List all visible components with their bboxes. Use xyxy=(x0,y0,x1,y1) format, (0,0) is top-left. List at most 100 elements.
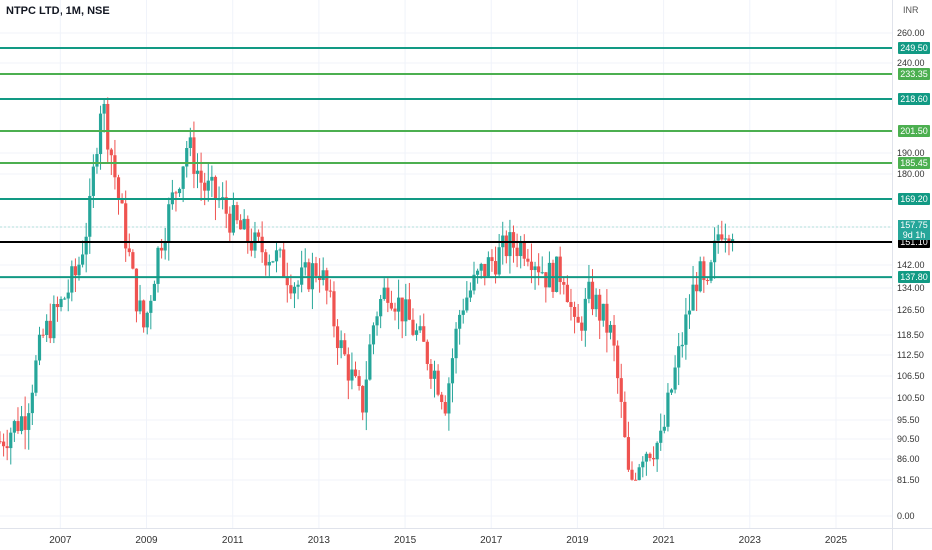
candle-body xyxy=(12,421,16,433)
candle-body xyxy=(468,290,473,298)
candle-body xyxy=(723,238,727,240)
candle-body xyxy=(529,261,534,271)
candle-body xyxy=(264,252,268,266)
candle-body xyxy=(23,416,27,430)
candle-body xyxy=(116,177,121,199)
candle-body xyxy=(479,263,483,271)
candle-body xyxy=(134,268,139,312)
candle-body xyxy=(651,457,656,460)
candle-body xyxy=(623,401,627,438)
candle-body xyxy=(52,303,56,339)
candle-body xyxy=(612,324,616,346)
candle-body xyxy=(713,240,717,263)
candle-body xyxy=(386,287,390,303)
candle-body xyxy=(608,324,613,333)
candle-body xyxy=(407,299,411,320)
candle-body xyxy=(644,453,648,462)
candle-body xyxy=(540,272,544,274)
candle-body xyxy=(203,182,207,191)
candle-body xyxy=(278,249,282,251)
candle-body xyxy=(260,236,264,253)
candle-body xyxy=(16,421,20,432)
candle-body xyxy=(181,166,185,189)
level-tag: 233.35 xyxy=(898,68,930,80)
candle-body xyxy=(583,298,587,331)
y-tick-label: 126.50 xyxy=(897,305,925,315)
candle-body xyxy=(680,344,684,347)
candle-body xyxy=(709,262,713,281)
candle-body xyxy=(267,261,271,266)
y-tick-label: 81.50 xyxy=(897,475,920,485)
x-tick-label: 2021 xyxy=(652,535,675,546)
candle-body xyxy=(238,220,243,230)
candle-body xyxy=(458,314,462,329)
candle-body xyxy=(353,369,358,377)
candle-body xyxy=(321,270,325,281)
candle-body xyxy=(30,392,34,414)
candle-body xyxy=(328,290,332,292)
x-tick-label: 2013 xyxy=(307,535,330,546)
candle-body xyxy=(34,360,38,393)
candle-body xyxy=(73,266,78,276)
candle-body xyxy=(404,299,408,322)
candle-body xyxy=(109,149,113,156)
candle-body xyxy=(511,232,516,248)
candle-body xyxy=(440,394,444,402)
candle-body xyxy=(684,314,688,345)
candle-body xyxy=(662,426,666,431)
candle-body xyxy=(594,294,598,310)
y-tick-label: 86.00 xyxy=(897,454,920,464)
candle-body xyxy=(19,416,24,432)
candle-body xyxy=(98,113,103,155)
candle-body xyxy=(641,461,645,468)
candle-body xyxy=(106,103,110,150)
candle-body xyxy=(432,370,437,379)
candle-body xyxy=(9,432,13,449)
y-tick-label: 106.50 xyxy=(897,371,925,381)
candle-body xyxy=(576,316,580,323)
candle-body xyxy=(127,248,131,253)
candle-body xyxy=(185,148,189,167)
candle-body xyxy=(677,346,681,368)
horizontal-levels[interactable] xyxy=(0,47,892,279)
candle-body xyxy=(199,170,203,183)
candle-body xyxy=(666,392,670,427)
candle-body xyxy=(350,369,354,381)
candle-body xyxy=(188,137,192,149)
candle-body xyxy=(508,232,512,257)
candle-body xyxy=(95,154,99,167)
candle-body xyxy=(163,241,167,251)
candle-body xyxy=(325,270,329,291)
candle-body xyxy=(483,263,487,277)
candle-body xyxy=(174,192,178,194)
candle-body xyxy=(558,256,562,283)
current-price-value: 157.75 xyxy=(900,220,928,230)
candle-body xyxy=(249,241,253,251)
candle-body xyxy=(436,370,440,395)
candle-body xyxy=(303,262,307,268)
candle-body xyxy=(454,328,458,359)
candle-body xyxy=(37,334,42,361)
candle-body xyxy=(522,241,526,259)
y-tick-label: 0.00 xyxy=(897,511,915,521)
candle-body xyxy=(224,197,228,214)
candle-body xyxy=(271,261,275,263)
candle-body xyxy=(339,340,343,349)
chart-title: NTPC LTD, 1M, NSE xyxy=(6,5,110,17)
candle-body xyxy=(659,430,663,443)
candle-body xyxy=(533,266,537,271)
candle-body xyxy=(587,281,591,299)
level-tag: 218.60 xyxy=(898,93,930,105)
candle-body xyxy=(655,442,659,460)
candle-body xyxy=(332,291,336,327)
candle-body xyxy=(235,205,239,221)
candle-body xyxy=(231,205,236,233)
candle-body xyxy=(285,277,289,286)
candle-body xyxy=(673,367,677,390)
y-tick-label: 190.00 xyxy=(897,148,925,158)
candle-body xyxy=(149,300,153,313)
level-tag: 185.45 xyxy=(898,157,930,169)
candle-body xyxy=(177,188,182,194)
candle-body xyxy=(465,297,469,311)
